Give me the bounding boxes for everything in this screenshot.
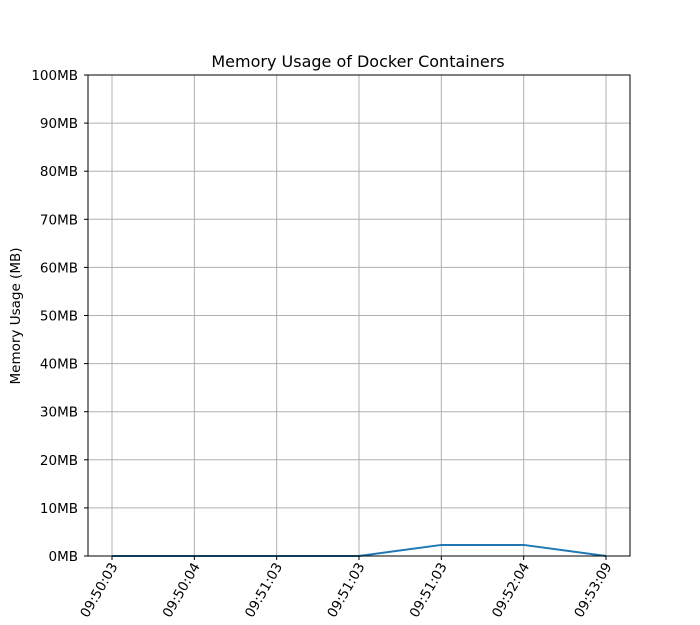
x-axis-ticks: 09:50:03 09:50:04 09:51:03 09:51:03 09:51:03… (77, 556, 615, 621)
x-tick-label: 09:51:03 (324, 560, 368, 621)
x-tick-label: 09:51:03 (407, 560, 451, 621)
y-tick-label: 0MB (49, 549, 79, 565)
y-axis-ticks: 0MB 10MB 20MB 30MB 40MB 50MB 60MB 70MB 80MB 90MB 1… (31, 68, 88, 565)
y-tick-label: 20MB (40, 453, 78, 469)
y-tick-label: 30MB (40, 405, 78, 421)
x-tick-label: 09:51:03 (242, 560, 286, 621)
y-tick-label: 60MB (40, 260, 78, 276)
y-tick-label: 10MB (40, 501, 78, 517)
x-tick-label: 09:52:04 (489, 560, 533, 621)
x-tick-label: 09:50:03 (77, 560, 121, 621)
y-tick-label: 70MB (40, 212, 78, 228)
chart-title: Memory Usage of Docker Containers (211, 52, 504, 71)
y-axis-label: Memory Usage (MB) (8, 248, 24, 385)
y-tick-label: 90MB (40, 116, 78, 132)
y-tick-label: 80MB (40, 164, 78, 180)
x-tick-label: 09:50:04 (160, 560, 204, 621)
y-tick-label: 40MB (40, 357, 78, 373)
y-tick-label: 50MB (40, 309, 78, 325)
y-tick-label: 100MB (31, 68, 78, 84)
x-tick-label: 09:53:09 (571, 560, 615, 621)
grid-lines (88, 74, 630, 557)
